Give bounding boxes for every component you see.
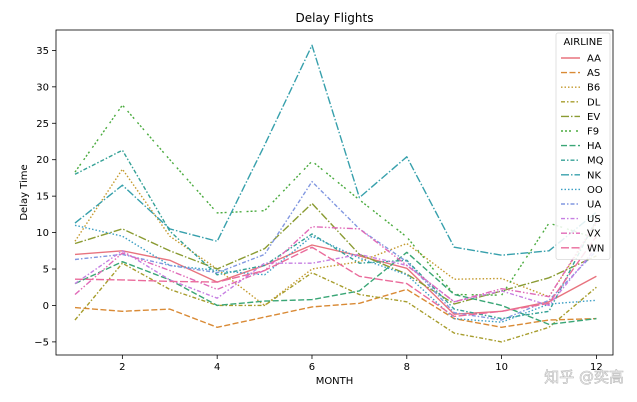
legend-item-as: AS — [561, 68, 600, 79]
legend-label: F9 — [587, 127, 599, 138]
x-tick-label: 4 — [214, 362, 220, 373]
legend-label: HA — [587, 141, 602, 152]
y-tick-label: 35 — [36, 46, 49, 57]
series-line-ev — [74, 202, 597, 305]
y-tick-label: 0 — [43, 301, 49, 312]
legend-item-b6: B6 — [561, 83, 600, 94]
y-tick-label: 15 — [36, 192, 49, 203]
series-line-vx — [74, 221, 597, 303]
y-tick-label: 30 — [36, 82, 49, 93]
x-tick-label: 6 — [309, 362, 315, 373]
series-line-ha — [74, 251, 597, 326]
y-axis: −5 0 5 10 15 20 25 30 35 — [34, 46, 56, 348]
legend-item-oo: OO — [561, 185, 603, 196]
series-line-b6 — [74, 168, 597, 307]
series-line-wn — [74, 235, 597, 318]
legend-box — [555, 32, 611, 260]
legend-label: VX — [587, 229, 601, 240]
series-line-ua — [74, 180, 597, 321]
legend-item-f9: F9 — [561, 127, 599, 138]
legend-item-ua: UA — [561, 200, 601, 211]
legend-label: B6 — [587, 83, 600, 94]
watermark: 知乎 @奕高 — [544, 368, 624, 386]
legend: AIRLINE AA AS B6 DL EV F9 HA MQ NK OO UA US VX WN — [555, 32, 611, 260]
series-line-oo — [74, 224, 597, 323]
legend-label: AS — [587, 68, 600, 79]
legend-item-wn: WN — [561, 243, 604, 254]
legend-item-us: US — [561, 214, 601, 225]
legend-item-ha: HA — [561, 141, 602, 152]
plot-frame — [55, 29, 614, 356]
y-axis-label: Delay Time — [19, 164, 30, 220]
series-layer — [74, 44, 598, 343]
chart-title: Delay Flights — [296, 11, 374, 25]
legend-item-mq: MQ — [561, 156, 604, 167]
x-axis: 2 4 6 8 10 12 — [119, 355, 603, 373]
legend-item-nk: NK — [561, 170, 601, 181]
legend-label: WN — [587, 243, 604, 254]
legend-items: AA AS B6 DL EV F9 HA MQ NK OO UA US VX WN — [561, 54, 604, 254]
legend-label: US — [587, 214, 601, 225]
legend-label: AA — [587, 54, 601, 65]
y-tick-label: 25 — [36, 119, 49, 130]
y-tick-label: −5 — [34, 337, 49, 348]
legend-label: EV — [587, 112, 600, 123]
x-axis-label: MONTH — [316, 376, 354, 387]
legend-item-vx: VX — [561, 229, 601, 240]
x-tick-label: 10 — [495, 362, 508, 373]
plot-area — [55, 29, 614, 356]
series-line-nk — [74, 44, 597, 256]
legend-label: DL — [587, 97, 601, 108]
legend-item-aa: AA — [561, 54, 601, 65]
y-tick-label: 10 — [36, 228, 49, 239]
legend-item-ev: EV — [561, 112, 600, 123]
x-tick-label: 8 — [404, 362, 410, 373]
series-line-dl — [74, 262, 597, 343]
legend-item-dl: DL — [561, 97, 601, 108]
series-line-aa — [74, 244, 597, 315]
series-line-as — [74, 288, 597, 328]
x-tick-label: 2 — [119, 362, 125, 373]
legend-label: UA — [587, 200, 601, 211]
legend-label: NK — [587, 170, 601, 181]
x-tick-label: 12 — [590, 362, 603, 373]
y-tick-label: 20 — [36, 155, 49, 166]
y-tick-label: 5 — [43, 265, 49, 276]
legend-label: OO — [587, 185, 603, 196]
legend-label: MQ — [587, 156, 604, 167]
legend-title: AIRLINE — [563, 37, 602, 48]
